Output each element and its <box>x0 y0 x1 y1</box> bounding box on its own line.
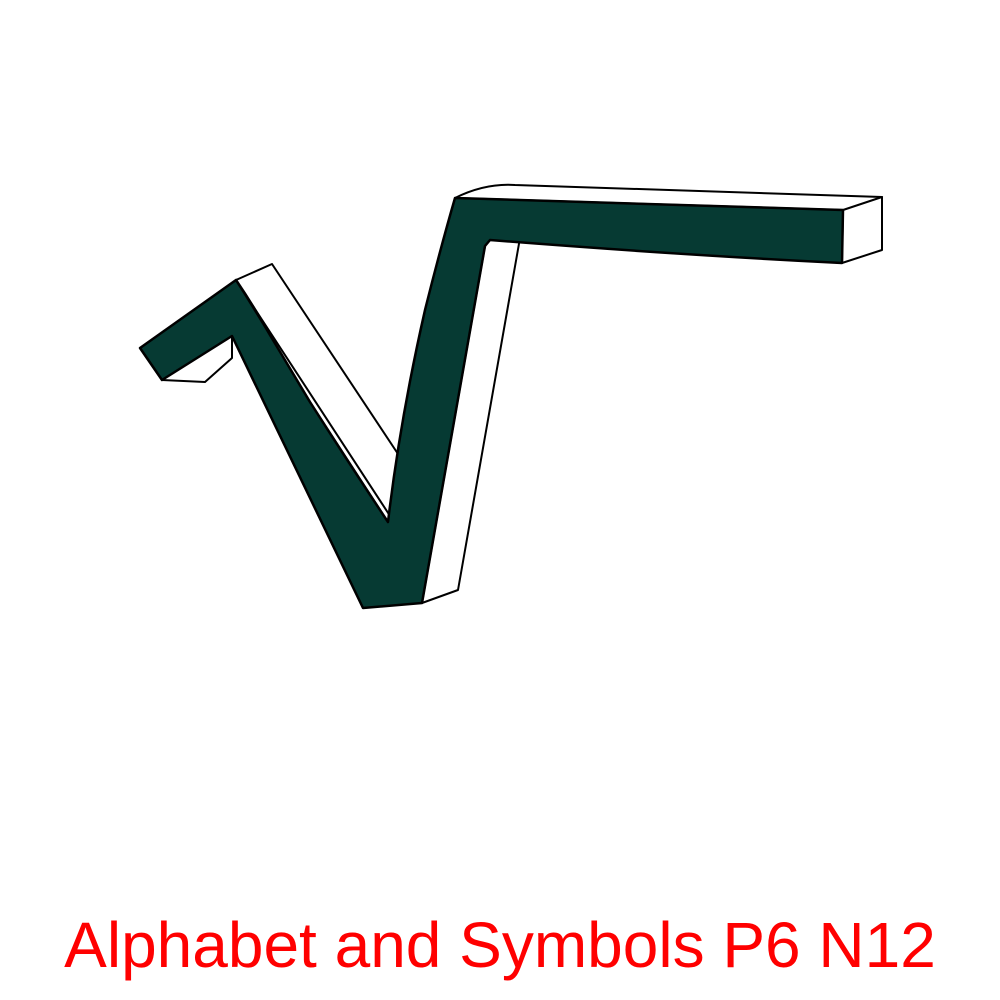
left-stroke-edge <box>235 279 389 523</box>
image-caption: Alphabet and Symbols P6 N12 <box>64 909 936 981</box>
top-bar-depth-face <box>454 183 883 264</box>
top-bar-end-edge <box>842 196 883 211</box>
